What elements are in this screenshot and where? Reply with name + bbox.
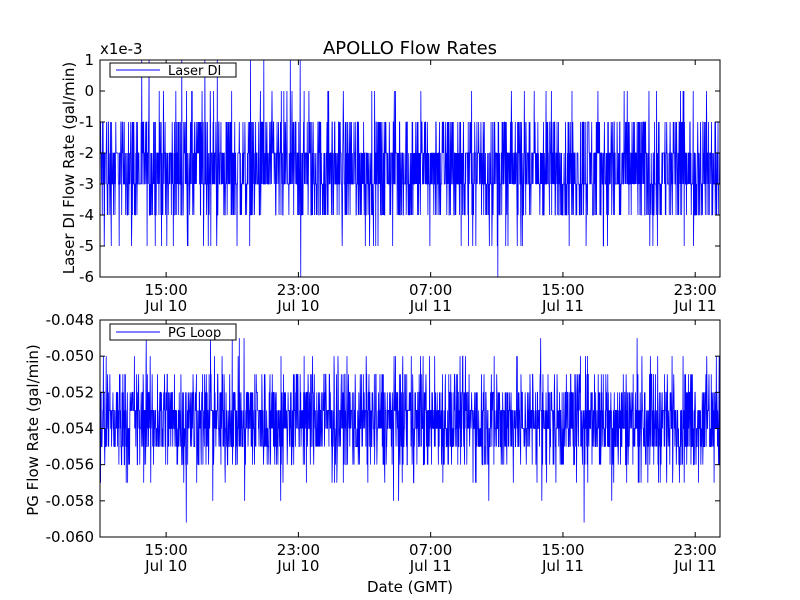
pg-loop-y-tick-label: -0.056 [46,456,94,474]
pg-loop-x-tick-date: Jul 11 [541,557,584,575]
pg-loop-x-tick-date: Jul 10 [276,557,319,575]
pg-loop-x-tick-time: 23:00 [277,541,320,559]
laser-di-x-tick-time: 15:00 [541,281,584,299]
laser-di-legend-label: Laser DI [168,64,221,79]
laser-di-x-tick-time: 15:00 [145,281,188,299]
pg-loop-series [100,338,720,523]
laser-di-y-ticks: 1 0 -1 -2 -3 -4 -5 -6 [79,51,720,286]
pg-loop-panel: -0.048 -0.050 -0.052 -0.054 -0.056 -0.058 -0.0… [24,311,721,596]
pg-loop-x-tick-time: 23:00 [674,541,717,559]
laser-di-y-tick-label: 1 [84,51,94,69]
pg-loop-y-tick-label: -0.052 [46,383,94,401]
laser-di-y-tick-label: -6 [79,268,94,286]
laser-di-y-tick-label: 0 [84,82,94,100]
laser-di-y-axis-label: Laser DI Flow Rate (gal/min) [60,62,78,274]
chart-title: APOLLO Flow Rates [323,38,497,59]
pg-loop-x-tick-time: 15:00 [145,541,188,559]
laser-di-y-tick-label: -4 [79,206,94,224]
x-axis-label: Date (GMT) [367,578,453,596]
pg-loop-legend-box [109,323,237,341]
pg-loop-series-line [100,338,720,523]
laser-di-x-tick-date: Jul 10 [144,297,187,315]
pg-loop-y-axis-label: PG Flow Rate (gal/min) [24,344,42,516]
pg-loop-legend-label: PG Loop [168,326,221,341]
laser-di-legend-box [109,62,237,78]
laser-di-y-tick-label: -3 [79,175,94,193]
laser-di-x-tick-time: 23:00 [277,281,320,299]
pg-loop-y-tick-label: -0.060 [46,528,94,546]
laser-di-x-tick-date: Jul 11 [409,297,452,315]
laser-di-offset-text: x1e-3 [100,40,143,58]
laser-di-y-tick-label: -5 [79,237,94,255]
laser-di-x-tick-date: Jul 11 [673,297,716,315]
laser-di-x-tick-date: Jul 10 [276,297,319,315]
pg-loop-x-tick-time: 15:00 [541,541,584,559]
pg-loop-y-tick-label: -0.048 [46,311,94,329]
laser-di-x-tick-date: Jul 11 [541,297,584,315]
pg-loop-y-ticks: -0.048 -0.050 -0.052 -0.054 -0.056 -0.058 -0.0… [46,311,720,546]
pg-loop-y-tick-label: -0.058 [46,492,94,510]
pg-loop-x-tick-date: Jul 11 [673,557,716,575]
pg-loop-x-tick-date: Jul 10 [144,557,187,575]
laser-di-axes-frame [99,59,721,278]
pg-loop-x-tick-time: 07:00 [409,541,452,559]
pg-loop-x-tick-date: Jul 11 [409,557,452,575]
laser-di-x-tick-time: 07:00 [409,281,452,299]
pg-loop-y-tick-label: -0.050 [46,347,94,365]
laser-di-series-line [100,60,720,277]
laser-di-y-tick-label: -2 [79,144,94,162]
pg-loop-legend: PG Loop [109,323,237,341]
laser-di-x-tick-time: 23:00 [674,281,717,299]
laser-di-series [100,60,720,277]
laser-di-y-tick-label: -1 [79,113,94,131]
pg-loop-y-tick-label: -0.054 [46,420,94,438]
laser-di-legend: Laser DI [109,62,237,79]
